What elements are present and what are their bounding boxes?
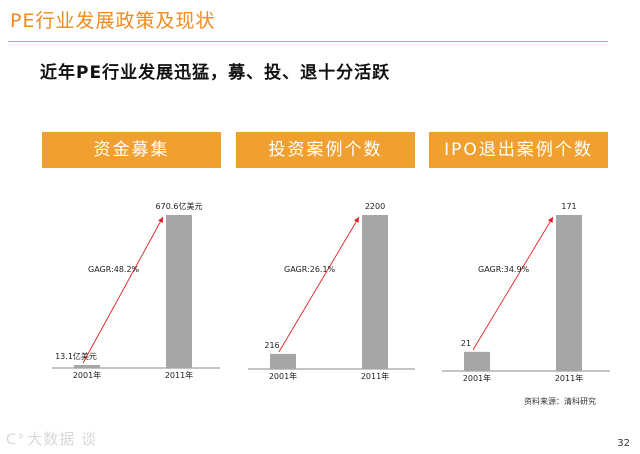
- fundraising-cagr-label: GAGR:48.2%: [88, 265, 140, 274]
- fundraising-bar-1: [74, 365, 100, 368]
- ipo-exits-bar-1: [464, 351, 490, 371]
- fundraising-bar-2: [166, 215, 192, 368]
- fundraising-tick-label-2: 2011年: [165, 370, 193, 380]
- investments-bar-2: [362, 215, 388, 369]
- investments-growth-arrow: [278, 216, 360, 353]
- panel-header-ipo-exits: IPO退出案例个数: [429, 132, 608, 168]
- investments-tick-label-2: 2011年: [361, 371, 389, 381]
- investments-value-label-1: 216: [264, 341, 279, 350]
- page-subtitle: 近年PE行业发展迅猛，募、投、退十分活跃: [40, 63, 391, 83]
- ipo-exits-tick-label-2: 2011年: [555, 373, 583, 383]
- investments-bar-1: [270, 353, 296, 369]
- fundraising-value-label-2: 670.6亿美元: [156, 201, 203, 211]
- ipo-exits-tick-label-1: 2001年: [463, 373, 491, 383]
- fundraising-value-label-1: 13.1亿美元: [55, 351, 97, 361]
- watermark: ᑕ° 大数据 谈: [6, 428, 97, 449]
- ipo-exits-growth-arrow: [472, 216, 554, 351]
- ipo-exits-value-label-1: 21: [461, 339, 471, 348]
- ipo-exits-bar-2: [556, 215, 582, 371]
- title-divider: [8, 41, 608, 42]
- panel-header-investments: 投资案例个数: [236, 132, 415, 168]
- watermark-text: 大数据 谈: [27, 430, 98, 448]
- page-title: PE行业发展政策及现状: [10, 10, 216, 32]
- ipo-exits-cagr-label: GAGR:34.9%: [478, 265, 530, 274]
- page-number: 32: [617, 438, 630, 449]
- fundraising-tick-label-1: 2001年: [73, 370, 101, 380]
- fundraising-growth-arrow: [82, 216, 164, 364]
- watermark-logo-icon: ᑕ°: [6, 432, 26, 448]
- investments-cagr-label: GAGR:26.1%: [284, 265, 336, 274]
- investments-value-label-2: 2200: [365, 202, 385, 211]
- source-note: 资料来源：清科研究: [524, 397, 596, 406]
- investments-tick-label-1: 2001年: [269, 371, 297, 381]
- ipo-exits-value-label-2: 171: [561, 202, 576, 211]
- panel-header-fundraising: 资金募集: [42, 132, 221, 168]
